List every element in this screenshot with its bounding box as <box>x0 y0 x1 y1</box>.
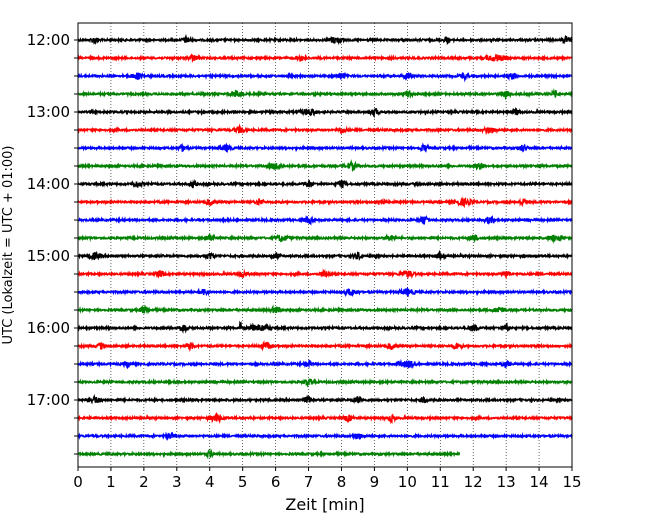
trace-1200 <box>77 33 573 46</box>
x-tick-label-3: 3 <box>172 473 182 491</box>
trace-1545 <box>77 304 573 315</box>
x-tick-label-2: 2 <box>139 473 149 491</box>
x-tick-label-8: 8 <box>337 473 347 491</box>
y-tick-label-0: 12:00 <box>27 31 70 49</box>
trace-1215 <box>77 53 573 63</box>
trace-1615 <box>77 340 573 353</box>
x-tick-label-0: 0 <box>73 473 83 491</box>
trace-1300 <box>77 107 573 119</box>
trace-1400 <box>77 179 573 189</box>
trace-1500 <box>77 249 573 262</box>
y-tick-label-4: 16:00 <box>27 319 70 337</box>
y-tick-label-3: 15:00 <box>27 247 70 265</box>
trace-1600 <box>77 320 573 334</box>
x-tick-label-6: 6 <box>271 473 281 491</box>
trace-1345 <box>77 159 573 173</box>
trace-1230 <box>77 71 573 83</box>
x-tick-label-7: 7 <box>304 473 314 491</box>
trace-1315 <box>77 123 573 136</box>
trace-1700 <box>77 393 573 405</box>
trace-1515 <box>77 268 573 280</box>
trace-1330 <box>77 142 573 153</box>
trace-1630 <box>77 358 573 370</box>
trace-1245 <box>77 88 573 101</box>
trace-1530 <box>77 286 573 298</box>
y-tick-label-1: 13:00 <box>27 103 70 121</box>
trace-1715 <box>77 411 573 425</box>
grid-lines <box>110 23 540 467</box>
x-tick-label-15: 15 <box>562 473 581 491</box>
x-tick-label-4: 4 <box>205 473 215 491</box>
y-tick-label-5: 17:00 <box>27 391 70 409</box>
x-tick-label-13: 13 <box>497 473 516 491</box>
x-tick-label-10: 10 <box>398 473 417 491</box>
x-tick-label-1: 1 <box>106 473 116 491</box>
x-axis-label: Zeit [min] <box>285 495 364 514</box>
x-tick-label-14: 14 <box>530 473 549 491</box>
trace-1745 <box>77 448 461 460</box>
trace-1445 <box>77 232 573 244</box>
axes-frame <box>77 22 573 468</box>
x-tick-label-11: 11 <box>431 473 450 491</box>
x-axis-ticks: 0 1 2 3 4 5 6 7 8 9 10 11 12 13 14 15 <box>73 467 582 491</box>
x-tick-label-5: 5 <box>238 473 248 491</box>
y-tick-label-2: 14:00 <box>27 175 70 193</box>
y-axis-ticks: 12:00 13:00 14:00 15:00 16:00 17:00 <box>27 31 78 455</box>
trace-1645 <box>77 377 573 388</box>
trace-1415 <box>77 196 573 209</box>
trace-1730 <box>77 431 573 441</box>
x-tick-label-9: 9 <box>370 473 380 491</box>
y-axis-label: UTC (Lokalzeit = UTC + 01:00) <box>1 146 16 345</box>
seismic-traces <box>77 33 573 460</box>
trace-1430 <box>77 214 573 226</box>
x-tick-label-12: 12 <box>464 473 483 491</box>
